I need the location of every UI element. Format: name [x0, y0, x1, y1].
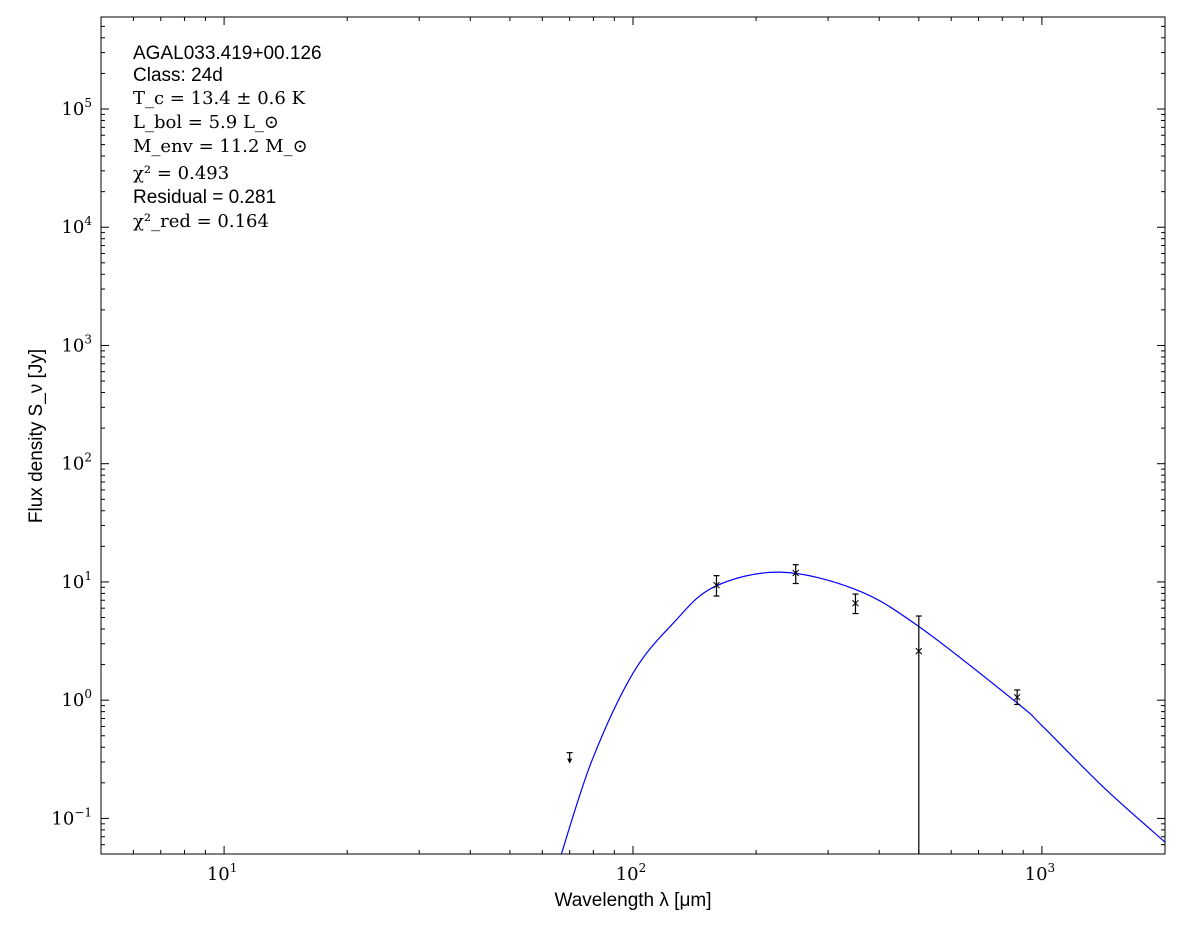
y-tick-label: 105	[61, 96, 92, 120]
annotation-class: Class: 24d	[133, 65, 223, 86]
y-tick-label: 10−1	[51, 805, 92, 829]
data-point	[852, 593, 859, 615]
point-marker	[1013, 693, 1021, 701]
x-tick-label: 103	[1025, 861, 1056, 885]
x-tick-label: 102	[616, 861, 647, 885]
y-tick-label: 101	[61, 569, 92, 593]
y-tick-label: 103	[61, 332, 92, 356]
arrow-head	[567, 758, 573, 764]
y-tick-label: 100	[61, 687, 92, 711]
annotation-chi2red: χ²_red = 0.164	[133, 211, 269, 232]
annotation-menv: M_env = 11.2 M_⊙	[133, 136, 308, 157]
x-axis-label: Wavelength λ [μm]	[554, 890, 711, 911]
data-point	[792, 564, 800, 585]
point-marker	[852, 599, 859, 607]
y-axis-label: Flux density S_ν [Jy]	[26, 349, 47, 523]
data-point	[1013, 689, 1021, 706]
data-point	[566, 752, 573, 764]
annotation-residual: Residual = 0.281	[133, 187, 276, 208]
annotation-lbol: L_bol = 5.9 L_⊙	[133, 112, 279, 133]
annotation-chi2: χ² = 0.493	[133, 163, 229, 184]
annotation-tc: T_c = 13.4 ± 0.6 K	[133, 88, 306, 109]
model-curve	[560, 571, 1166, 855]
point-marker	[915, 647, 923, 655]
data-point	[713, 575, 720, 597]
y-tick-label: 104	[61, 214, 92, 238]
y-tick-label: 102	[61, 451, 92, 475]
plot-frame	[100, 16, 1166, 855]
x-tick-label: 101	[207, 861, 238, 885]
point-marker	[713, 581, 720, 589]
annotation-box: AGAL033.419+00.126 Class: 24d T_c = 13.4…	[133, 43, 322, 232]
data-point	[915, 615, 923, 854]
annotation-source: AGAL033.419+00.126	[133, 43, 322, 64]
point-marker	[792, 569, 800, 577]
